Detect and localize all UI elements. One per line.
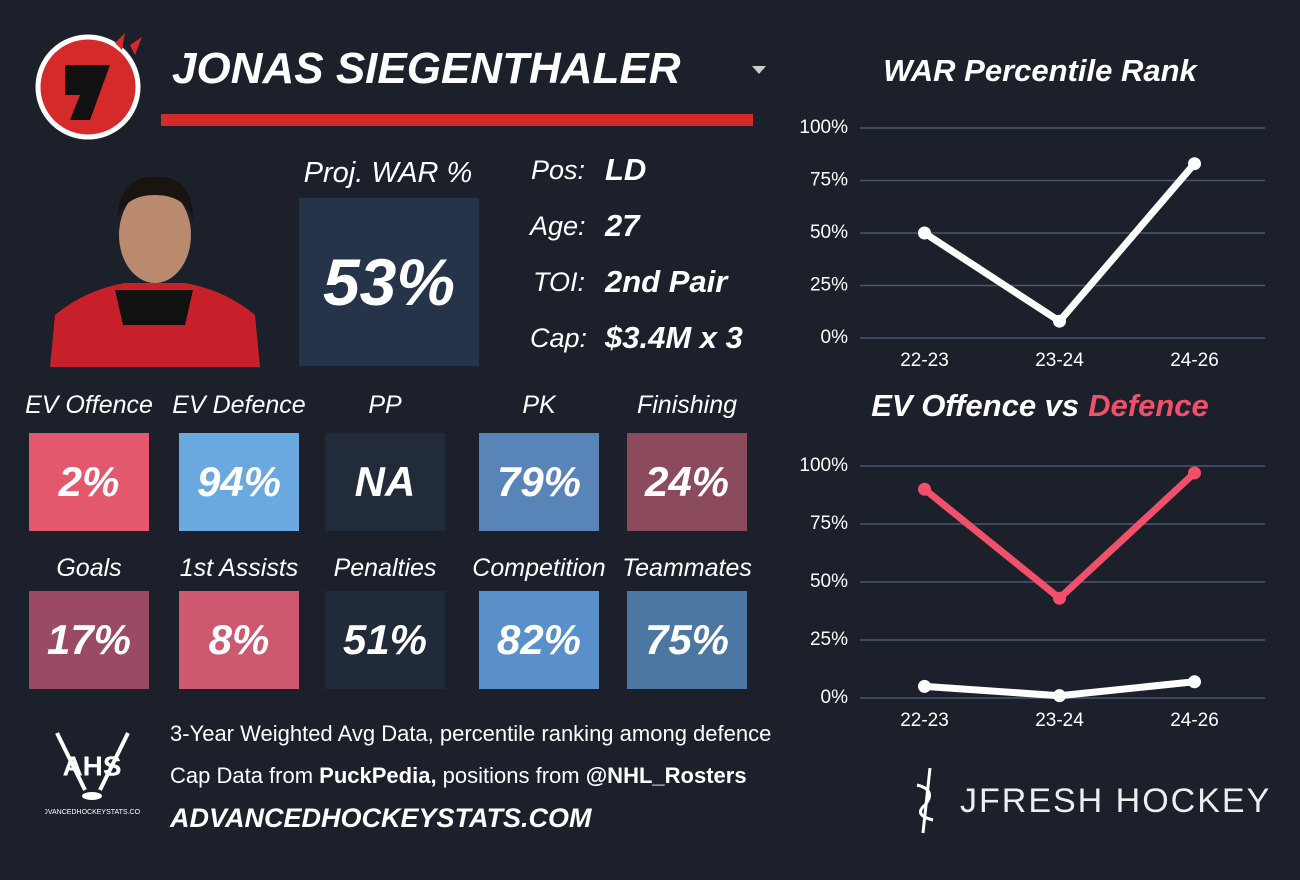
y-tick-label: 0% (821, 327, 849, 348)
info-value: 2nd Pair (605, 264, 728, 299)
stat-tile: 8% (179, 591, 299, 689)
y-tick-label: 50% (810, 571, 848, 592)
stat-tile: 75% (627, 591, 747, 689)
ahs-logo: AHS ADVANCEDHOCKEYSTATS.COM (45, 732, 140, 816)
chart-title: EV Offence vs Defence (871, 388, 1209, 423)
player-name: JONAS SIEGENTHALER (172, 44, 681, 93)
footer-text: Cap Data from (170, 763, 320, 788)
x-tick-label: 22-23 (900, 350, 949, 371)
tile-label: EV Offence (25, 391, 153, 419)
chart-title-highlight: Defence (1088, 388, 1209, 423)
chart-title-text: WAR Percentile Rank (883, 53, 1198, 88)
site-url: ADVANCEDHOCKEYSTATS.COM (170, 803, 592, 833)
x-tick-label: 22-23 (900, 710, 949, 731)
info-label: Age: (530, 211, 586, 241)
tile-label: PK (522, 391, 556, 419)
data-point (918, 482, 931, 496)
y-tick-label: 100% (799, 455, 848, 476)
tile-label: Competition (472, 554, 606, 582)
tile-label: Goals (56, 554, 122, 582)
proj-war-value: 53% (299, 198, 479, 366)
data-point (1188, 157, 1201, 171)
data-point (1188, 675, 1201, 689)
ahs-logo-text: AHS (62, 750, 121, 781)
footer-text: positions from (436, 763, 586, 788)
charts: WAR Percentile Rank 0% 25% 50% 75% 100% 22-23 2… (799, 53, 1265, 731)
footer-source: Cap Data from PuckPedia, positions from … (170, 763, 747, 789)
tile-label: 1st Assists (179, 554, 299, 582)
tile-label: Penalties (333, 554, 437, 582)
info-label: TOI: (532, 267, 585, 297)
stat-tile: 94% (179, 433, 299, 531)
footer-link: PuckPedia, (319, 763, 437, 788)
stat-tile: NA (325, 433, 445, 531)
x-tick-label: 23-24 (1035, 350, 1084, 371)
data-point (1053, 591, 1066, 605)
data-point (1053, 314, 1066, 328)
info-value: $3.4M x 3 (605, 320, 743, 355)
data-point (918, 226, 931, 240)
header-bar (161, 114, 753, 126)
stat-tile: 82% (479, 591, 599, 689)
x-tick-label: 24-26 (1170, 710, 1219, 731)
series-line (922, 470, 1197, 603)
chart-title: WAR Percentile Rank (883, 53, 1198, 88)
footer-link: @NHL_Rosters (585, 763, 747, 788)
stat-tile: 51% (325, 591, 445, 689)
data-point (1188, 466, 1201, 480)
series-line (922, 161, 1198, 326)
team-logo (35, 33, 142, 140)
info-value: 27 (605, 208, 640, 243)
y-tick-label: 75% (810, 170, 848, 191)
jfresh-logo (916, 767, 934, 834)
y-tick-label: 25% (810, 629, 848, 650)
stat-tile: 79% (479, 433, 599, 531)
dropdown-caret[interactable] (750, 64, 768, 76)
tile-label: Teammates (622, 554, 752, 582)
brand: JFRESH HOCKEY (960, 782, 1272, 820)
x-tick-label: 24-26 (1170, 350, 1219, 371)
info-label: Pos: (530, 155, 585, 185)
proj-war-label: Proj. WAR % (303, 157, 473, 189)
footer-note: 3-Year Weighted Avg Data, percentile ran… (170, 721, 772, 746)
tile-label: PP (368, 391, 402, 419)
x-tick-label: 23-24 (1035, 710, 1084, 731)
y-tick-label: 0% (821, 687, 849, 708)
data-point (1053, 689, 1066, 703)
stat-tile: 17% (29, 591, 149, 689)
data-point (918, 679, 931, 693)
info-label: Cap: (530, 323, 588, 353)
tile-label: Finishing (636, 391, 738, 419)
y-tick-label: 100% (799, 117, 848, 138)
y-tick-label: 25% (810, 275, 848, 296)
info-value: LD (605, 152, 647, 187)
tile-label: EV Defence (172, 391, 306, 419)
stat-tile: 2% (29, 433, 149, 531)
y-tick-label: 50% (810, 222, 848, 243)
ahs-logo-sub: ADVANCEDHOCKEYSTATS.COM (45, 809, 140, 816)
stat-tile: 24% (627, 433, 747, 531)
player-photo (50, 176, 260, 367)
chart-title-text: EV Offence vs (871, 388, 1079, 423)
y-tick-label: 75% (810, 513, 848, 534)
